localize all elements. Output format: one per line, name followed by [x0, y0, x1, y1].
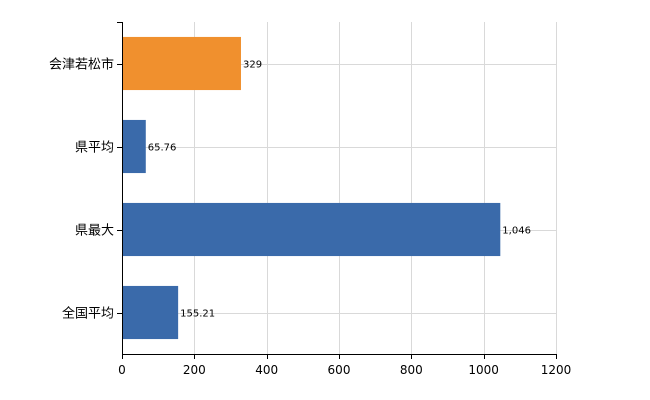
- x-tick-label-4: 800: [400, 363, 423, 377]
- bar-2: [122, 202, 501, 257]
- bars: [122, 36, 501, 340]
- data-label-0: 329: [243, 60, 262, 71]
- x-tick-label-5: 1000: [468, 363, 499, 377]
- data-label-2: 1,046: [502, 226, 531, 237]
- bar-3: [122, 285, 179, 340]
- x-tick-label-0: 0: [118, 363, 126, 377]
- category-label-0: 会津若松市: [49, 57, 114, 73]
- x-tick-label-1: 200: [183, 363, 206, 377]
- data-labels: 329 65.76 1,046 155.21: [148, 60, 531, 320]
- x-tick-label-3: 600: [328, 363, 351, 377]
- x-tick-label-6: 1200: [541, 363, 572, 377]
- x-tick-label-2: 400: [255, 363, 278, 377]
- category-label-2: 県最大: [75, 224, 114, 239]
- bar-0: [122, 36, 241, 91]
- category-label-3: 全国平均: [62, 306, 114, 322]
- data-label-3: 155.21: [180, 309, 215, 320]
- data-label-1: 65.76: [148, 143, 177, 154]
- bar-1: [122, 119, 146, 174]
- category-label-1: 県平均: [75, 141, 114, 156]
